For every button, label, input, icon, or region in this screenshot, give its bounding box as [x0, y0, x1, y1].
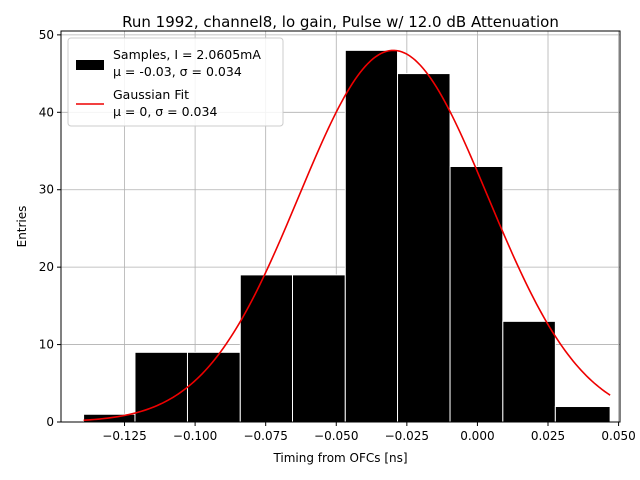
legend-label-samples: Samples, I = 2.0605mA	[113, 47, 261, 62]
y-tick-label: 0	[46, 415, 54, 429]
x-tick-label: −0.125	[102, 429, 146, 443]
legend-frame	[67, 37, 284, 127]
legend-swatch-samples	[76, 60, 104, 70]
x-axis-ticks: −0.125 −0.100 −0.075 −0.050 −0.025 0.000 0.025…	[102, 422, 636, 443]
x-tick-label: 0.000	[460, 429, 494, 443]
y-tick-label: 20	[39, 260, 54, 274]
histogram-bar	[449, 165, 504, 423]
x-tick-label: −0.050	[314, 429, 358, 443]
x-axis-label: Timing from OFCs [ns]	[272, 451, 407, 465]
legend-stats-samples: μ = -0.03, σ = 0.034	[113, 64, 242, 79]
x-tick-label: −0.075	[243, 429, 287, 443]
x-tick-label: 0.050	[601, 429, 635, 443]
histogram-bar	[239, 274, 294, 423]
y-axis-ticks: 0 10 20 30 40 50	[39, 28, 61, 429]
y-axis-label: Entries	[15, 206, 29, 248]
histogram-bars	[83, 49, 611, 423]
legend-stats-fit: μ = 0, σ = 0.034	[113, 104, 217, 119]
y-tick-label: 40	[39, 105, 54, 119]
y-tick-label: 30	[39, 183, 54, 197]
x-tick-label: 0.025	[531, 429, 565, 443]
legend: Samples, I = 2.0605mA μ = -0.03, σ = 0.0…	[67, 37, 284, 127]
histogram-bar	[502, 320, 556, 423]
x-tick-label: −0.025	[385, 429, 429, 443]
histogram-bar	[292, 274, 346, 423]
histogram-bar	[397, 73, 451, 423]
histogram-bar	[186, 351, 241, 423]
plot-area-border	[60, 30, 621, 423]
y-tick-label: 10	[39, 338, 54, 352]
histogram-bar	[344, 49, 399, 423]
gaussian-fit-line	[83, 49, 611, 422]
y-tick-label: 50	[39, 28, 54, 42]
x-tick-label: −0.100	[173, 429, 217, 443]
chart-title: Run 1992, channel8, lo gain, Pulse w/ 12…	[122, 13, 559, 31]
legend-label-fit: Gaussian Fit	[113, 87, 189, 102]
histogram-bar	[554, 406, 611, 423]
